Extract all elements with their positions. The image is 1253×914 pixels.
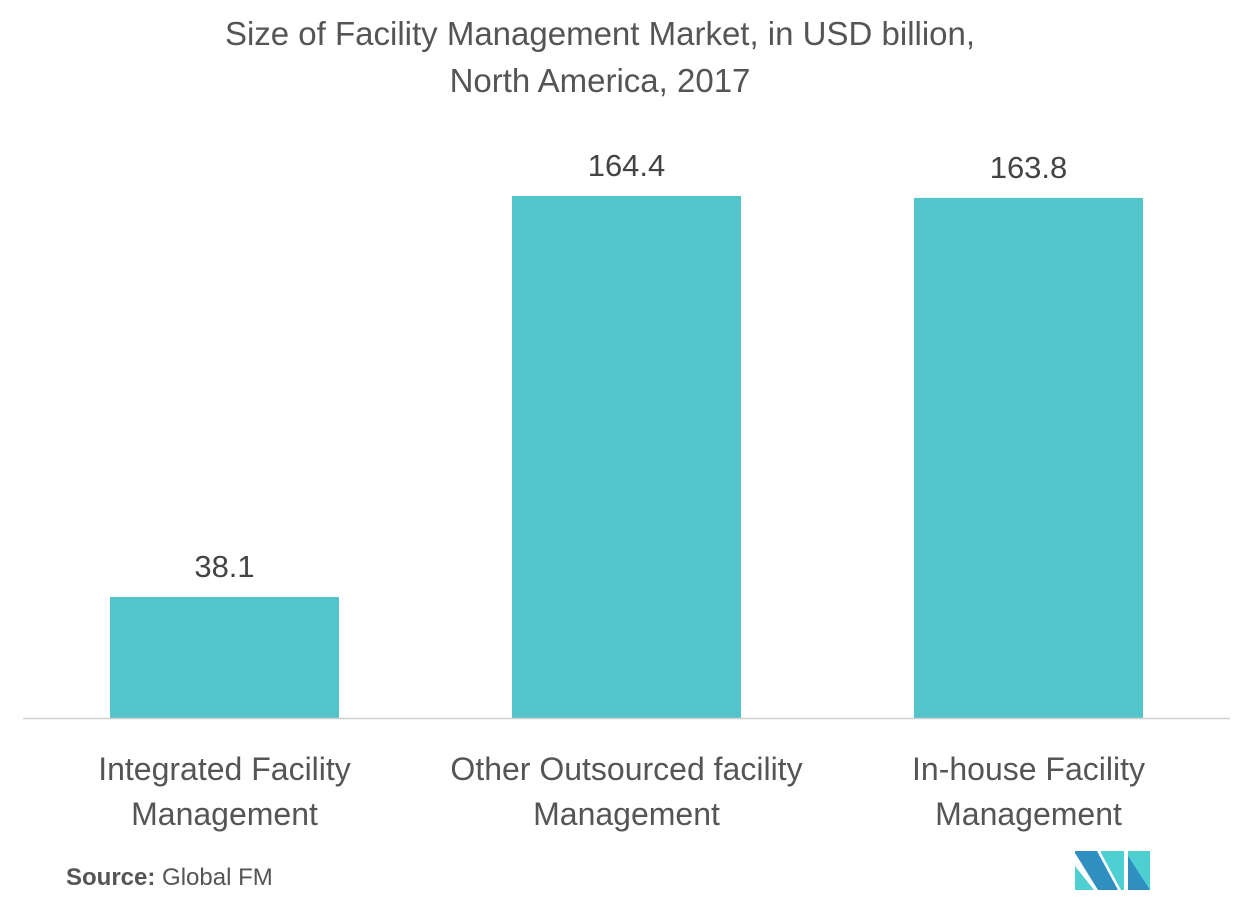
bar: [512, 196, 741, 718]
chart-title: Size of Facility Management Market, in U…: [224, 15, 976, 52]
x-tick-label: Management: [131, 796, 318, 832]
data-label: 164.4: [588, 148, 666, 183]
source-label: Source:: [66, 864, 156, 891]
source-value: Global FM: [162, 864, 273, 891]
x-tick-label: In-house Facility: [912, 751, 1145, 787]
source-note: Source: Global FM: [66, 864, 273, 892]
x-tick-label: Management: [935, 796, 1122, 832]
x-tick-label: Management: [533, 796, 720, 832]
data-label: 38.1: [194, 549, 254, 584]
x-tick-label: Integrated Facility: [98, 751, 351, 787]
bar: [110, 597, 339, 718]
data-label: 163.8: [990, 150, 1068, 185]
chart-subtitle: North America, 2017: [449, 62, 751, 99]
x-tick-label: Other Outsourced facility: [450, 751, 802, 787]
bar: [914, 197, 1143, 719]
